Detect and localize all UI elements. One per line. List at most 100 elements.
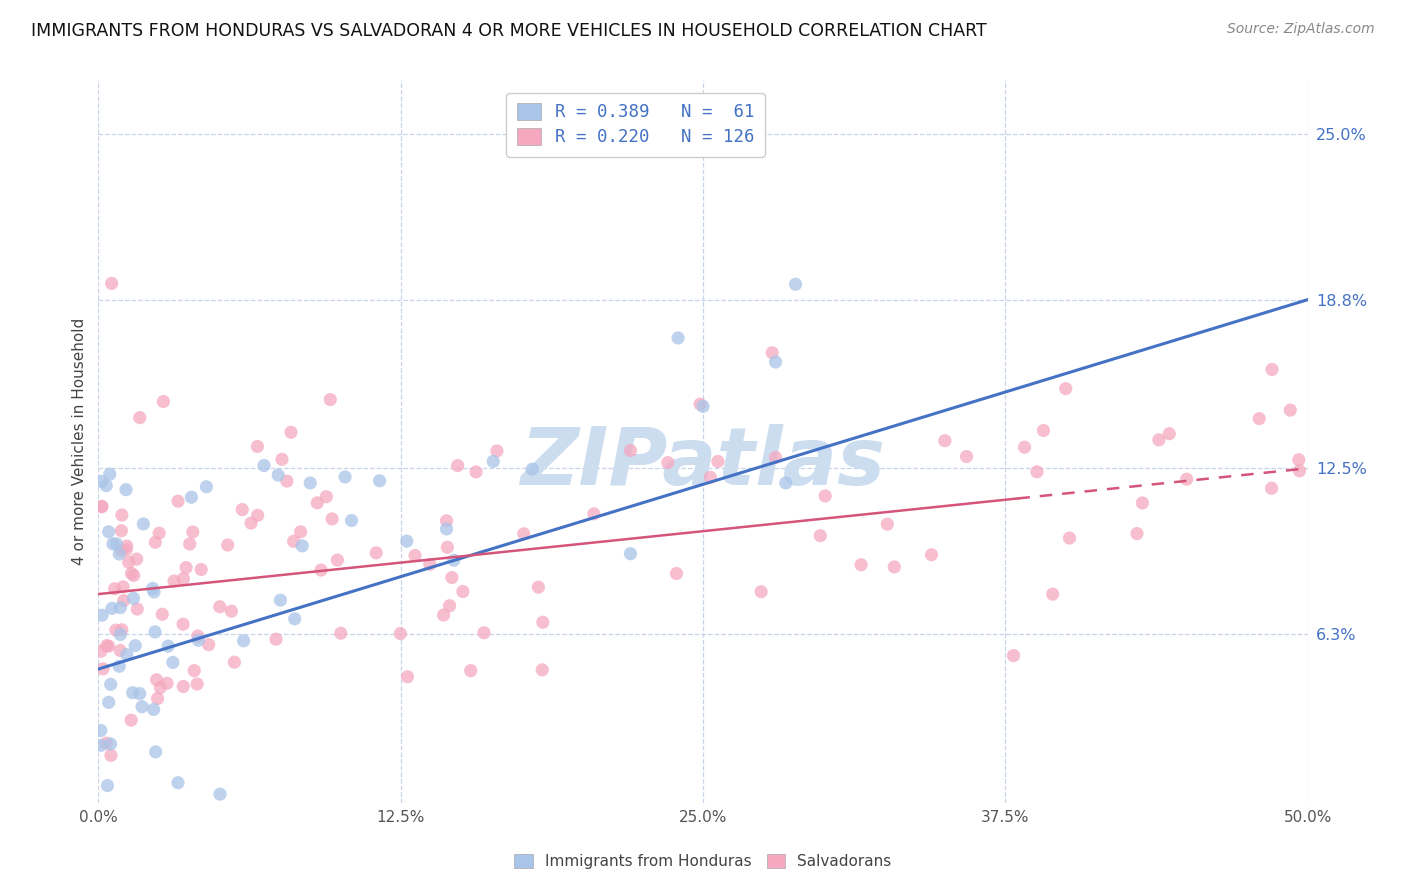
Point	[522, 462, 544, 476]
Point	[666, 331, 689, 345]
Point	[368, 474, 391, 488]
Point	[128, 410, 150, 425]
Point	[90, 500, 112, 514]
Point	[101, 537, 124, 551]
Point	[91, 500, 114, 514]
Point	[619, 443, 641, 458]
Point	[111, 508, 134, 522]
Point	[125, 552, 148, 566]
Point	[110, 627, 132, 641]
Point	[527, 580, 550, 594]
Point	[689, 397, 711, 411]
Point	[208, 787, 231, 801]
Point	[190, 562, 212, 576]
Point	[104, 623, 127, 637]
Point	[446, 458, 468, 473]
Point	[1032, 424, 1054, 438]
Point	[142, 702, 165, 716]
Point	[389, 626, 412, 640]
Point	[115, 648, 138, 662]
Point	[1159, 426, 1181, 441]
Point	[785, 277, 807, 292]
Point	[104, 582, 127, 596]
Point	[436, 514, 458, 528]
Point	[195, 480, 218, 494]
Point	[460, 664, 482, 678]
Point	[1175, 472, 1198, 486]
Point	[333, 470, 356, 484]
Point	[1249, 411, 1271, 425]
Point	[531, 615, 554, 630]
Point	[115, 539, 138, 553]
Point	[1147, 433, 1170, 447]
Point	[582, 507, 605, 521]
Point	[1126, 526, 1149, 541]
Point	[1002, 648, 1025, 663]
Point	[110, 524, 132, 538]
Point	[172, 680, 194, 694]
Point	[93, 863, 115, 877]
Point	[299, 475, 322, 490]
Point	[1054, 382, 1077, 396]
Point	[267, 468, 290, 483]
Point	[163, 574, 186, 588]
Point	[167, 776, 190, 790]
Point	[181, 524, 204, 539]
Text: ZIPatlas: ZIPatlas	[520, 425, 886, 502]
Point	[115, 542, 138, 557]
Point	[232, 633, 254, 648]
Point	[98, 467, 121, 482]
Point	[122, 568, 145, 582]
Point	[172, 617, 194, 632]
Point	[309, 563, 332, 577]
Point	[101, 601, 124, 615]
Point	[143, 535, 166, 549]
Point	[814, 489, 837, 503]
Point	[290, 524, 312, 539]
Point	[291, 539, 314, 553]
Point	[108, 643, 131, 657]
Point	[775, 475, 797, 490]
Point	[115, 483, 138, 497]
Point	[110, 600, 132, 615]
Point	[97, 524, 120, 539]
Point	[395, 534, 418, 549]
Point	[396, 670, 419, 684]
Point	[1132, 496, 1154, 510]
Point	[657, 456, 679, 470]
Point	[100, 748, 122, 763]
Point	[307, 496, 329, 510]
Point	[197, 638, 219, 652]
Point	[128, 687, 150, 701]
Point	[148, 526, 170, 541]
Point	[179, 537, 201, 551]
Legend: Immigrants from Honduras, Salvadorans: Immigrants from Honduras, Salvadorans	[506, 847, 900, 877]
Point	[167, 494, 190, 508]
Point	[246, 508, 269, 523]
Point	[1288, 464, 1310, 478]
Point	[439, 599, 461, 613]
Point	[280, 425, 302, 440]
Point	[485, 444, 508, 458]
Point	[90, 475, 112, 489]
Point	[221, 604, 243, 618]
Point	[513, 526, 536, 541]
Point	[276, 474, 298, 488]
Point	[208, 599, 231, 614]
Point	[443, 553, 465, 567]
Point	[105, 537, 128, 551]
Point	[100, 677, 122, 691]
Point	[340, 514, 363, 528]
Point	[186, 677, 208, 691]
Point	[231, 502, 253, 516]
Point	[366, 546, 388, 560]
Point	[142, 582, 165, 596]
Point	[152, 394, 174, 409]
Point	[174, 560, 197, 574]
Point	[111, 623, 134, 637]
Point	[761, 345, 783, 359]
Point	[145, 673, 167, 687]
Point	[319, 392, 342, 407]
Point	[187, 629, 209, 643]
Point	[96, 736, 118, 750]
